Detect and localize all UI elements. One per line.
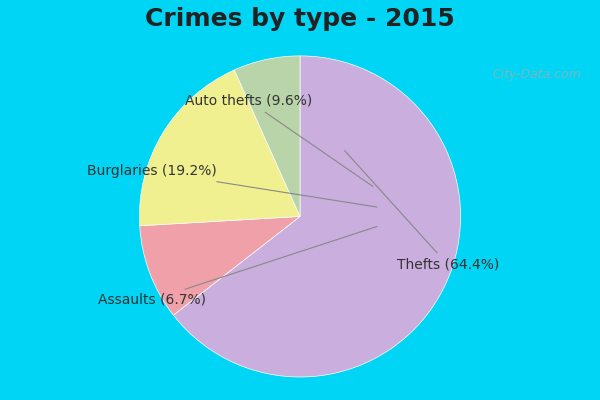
Text: Burglaries (19.2%): Burglaries (19.2%) bbox=[88, 164, 377, 207]
Title: Crimes by type - 2015: Crimes by type - 2015 bbox=[145, 7, 455, 31]
Wedge shape bbox=[140, 216, 300, 315]
Text: Thefts (64.4%): Thefts (64.4%) bbox=[344, 150, 499, 272]
Text: Assaults (6.7%): Assaults (6.7%) bbox=[98, 226, 377, 307]
Text: Auto thefts (9.6%): Auto thefts (9.6%) bbox=[185, 94, 373, 186]
Wedge shape bbox=[139, 70, 300, 226]
Wedge shape bbox=[173, 56, 461, 377]
Text: City-Data.com: City-Data.com bbox=[493, 68, 581, 81]
Wedge shape bbox=[235, 56, 300, 216]
